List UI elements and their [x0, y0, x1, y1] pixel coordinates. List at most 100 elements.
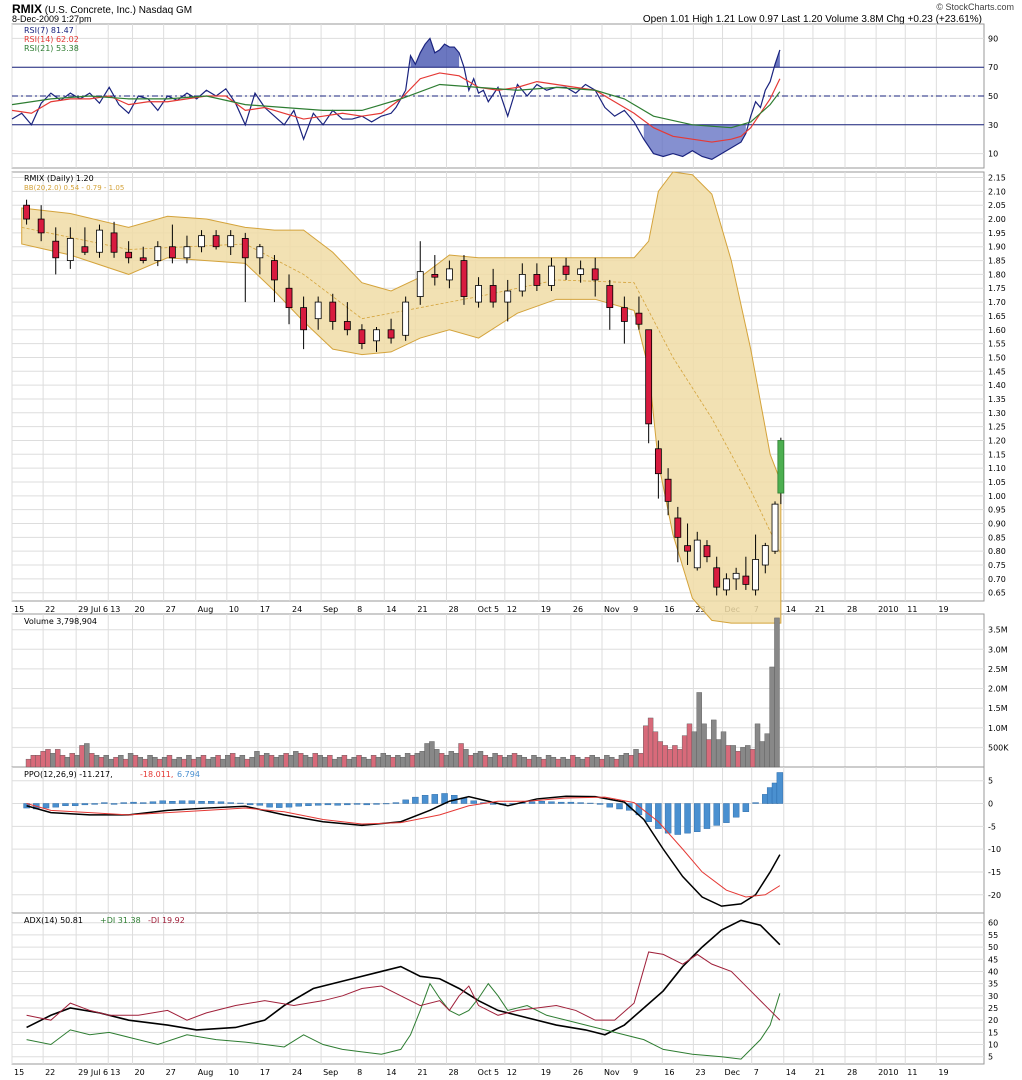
candle-body — [227, 235, 235, 248]
ppo-histogram-bar — [567, 801, 575, 804]
ppo-histogram-bar — [71, 803, 79, 806]
price-tick-label-21: 1.70 — [988, 298, 1006, 307]
volume-bar — [263, 753, 270, 768]
volume-bar — [623, 753, 630, 768]
rsi-tick-label-4: 90 — [988, 34, 998, 43]
price-tick-label-16: 1.45 — [988, 367, 1006, 376]
candle-body — [373, 329, 380, 342]
volume-bar — [147, 755, 153, 768]
ppo-histogram-bar — [246, 803, 254, 806]
mid-date-label-18: 26 — [573, 605, 583, 614]
rsi-oversold-fill — [643, 124, 746, 160]
volume-bar — [677, 749, 683, 768]
chart-date: 8-Dec-2009 1:27pm — [12, 14, 92, 24]
candle-body — [606, 285, 614, 309]
mid-date-label-10: Sep — [323, 605, 338, 614]
ppo-histogram-bar — [694, 803, 701, 832]
mid-date-label-13: 21 — [417, 605, 427, 614]
ppo-histogram-bar — [101, 802, 108, 804]
ppo-histogram-bar — [130, 801, 137, 804]
ppo-histogram-bar — [353, 803, 361, 805]
bottom-date-label-0: 15 — [14, 1068, 24, 1077]
candle-body — [96, 229, 103, 253]
volume-bar — [458, 743, 464, 768]
candle-body — [518, 274, 526, 292]
volume-bar — [346, 758, 352, 768]
bottom-date-label-19: Nov — [604, 1068, 620, 1077]
volume-bar — [268, 755, 275, 768]
price-tick-label-5: 0.90 — [988, 520, 1006, 529]
volume-bar — [166, 755, 173, 768]
mid-date-label-0: 15 — [14, 605, 24, 614]
ppo-histogram-bar — [606, 803, 613, 808]
volume-bar — [234, 756, 241, 768]
candle-body — [654, 448, 662, 475]
adx-tick-label-8: 45 — [988, 955, 998, 964]
ppo-histogram-bar — [703, 803, 711, 829]
adx-series-line-2 — [26, 951, 781, 1021]
price-tick-label-0: 0.65 — [988, 589, 1006, 598]
bottom-date-label-18: 26 — [573, 1068, 583, 1077]
ppo-tick-label-4: -15 — [988, 868, 1001, 877]
volume-bar — [195, 756, 202, 768]
volume-bar — [93, 755, 100, 768]
ppo-histogram-bar — [324, 803, 332, 806]
volume-bar — [59, 755, 66, 768]
volume-bar — [599, 758, 605, 768]
candle-body — [300, 307, 308, 331]
mid-date-label-8: 17 — [260, 605, 270, 614]
volume-tick-label-0: 500K — [988, 743, 1009, 752]
volume-bar — [400, 756, 406, 768]
price-tick-label-25: 1.90 — [988, 243, 1006, 252]
adx-legend-0: ADX(14) 50.81 — [24, 916, 83, 925]
volume-bar — [123, 758, 129, 768]
candle-body — [110, 232, 118, 253]
ppo-histogram-bar — [169, 801, 176, 804]
volume-bar — [434, 749, 440, 768]
bottom-date-label-28: 2010 — [878, 1068, 898, 1077]
price-tick-label-14: 1.35 — [988, 395, 1006, 404]
ppo-histogram-bar — [645, 803, 652, 822]
volume-bar — [176, 756, 182, 768]
mid-date-label-22: 23 — [695, 605, 705, 614]
volume-bar — [468, 755, 474, 768]
ppo-histogram-bar — [577, 802, 584, 804]
volume-bar — [725, 745, 732, 768]
mid-date-label-7: 10 — [229, 605, 239, 614]
price-tick-label-9: 1.10 — [988, 464, 1006, 473]
mid-date-label-21: 16 — [664, 605, 674, 614]
volume-bar — [429, 741, 435, 768]
volume-bar — [297, 753, 304, 768]
volume-bar — [118, 755, 124, 768]
volume-bar — [161, 756, 168, 768]
volume-bar — [579, 758, 586, 768]
bottom-date-label-15: Oct 5 — [478, 1068, 499, 1077]
mid-date-label-19: Nov — [604, 605, 620, 614]
candle-body — [314, 301, 322, 320]
candle-body — [139, 257, 147, 261]
volume-bar — [283, 753, 289, 768]
candle-body — [703, 545, 711, 558]
volume-bar — [64, 756, 71, 768]
ppo-tick-label-5: -20 — [988, 891, 1001, 900]
bottom-date-label-25: 14 — [786, 1068, 796, 1077]
volume-bar — [657, 741, 664, 768]
volume-bar — [492, 753, 498, 768]
volume-bar — [332, 758, 338, 768]
volume-bar — [327, 755, 333, 768]
mid-date-label-5: 27 — [166, 605, 176, 614]
quote-summary: Open 1.01 High 1.21 Low 0.97 Last 1.20 V… — [642, 14, 982, 25]
adx-tick-label-2: 15 — [988, 1028, 998, 1037]
volume-bar — [98, 756, 105, 768]
ppo-legend-2: 6.794 — [177, 770, 200, 779]
price-tick-label-22: 1.75 — [988, 284, 1006, 293]
bottom-date-label-23: Dec — [725, 1068, 740, 1077]
volume-bar — [570, 755, 576, 768]
mid-date-label-28: 2010 — [878, 605, 898, 614]
candle-body — [475, 285, 482, 303]
volume-bar — [618, 755, 625, 768]
volume-bar — [740, 747, 746, 768]
candle-body — [23, 204, 30, 220]
mid-date-label-30: 19 — [938, 605, 948, 614]
candle-body — [358, 329, 366, 345]
